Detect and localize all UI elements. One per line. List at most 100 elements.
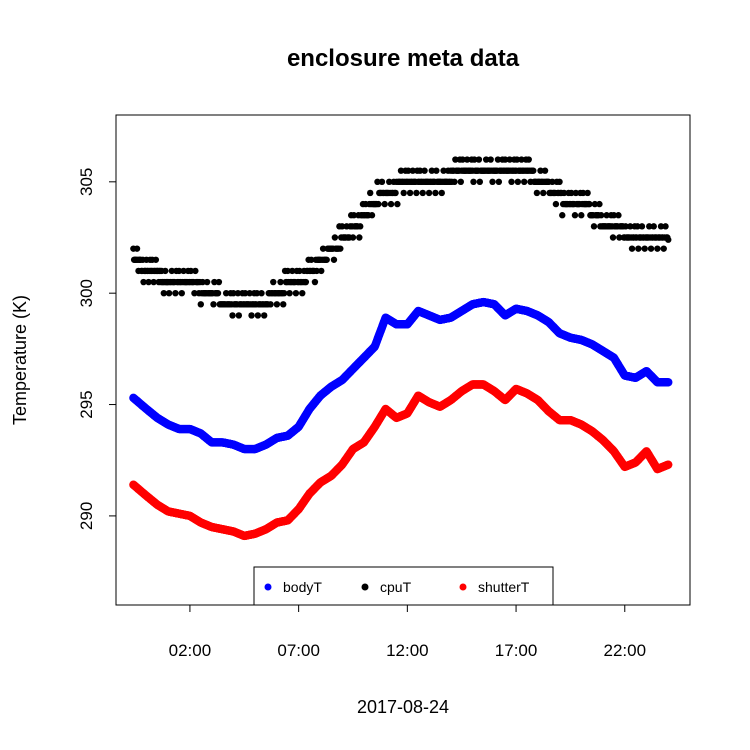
data-point bbox=[330, 256, 338, 263]
data-point bbox=[357, 223, 364, 230]
data-point bbox=[178, 289, 185, 297]
data-point bbox=[610, 212, 618, 219]
data-point bbox=[199, 278, 206, 286]
data-point bbox=[235, 312, 243, 319]
data-point bbox=[416, 167, 424, 174]
data-point bbox=[413, 189, 420, 197]
data-point bbox=[428, 167, 436, 174]
data-point bbox=[191, 289, 198, 297]
data-point bbox=[222, 289, 230, 297]
data-point bbox=[421, 167, 428, 174]
data-point bbox=[571, 212, 579, 219]
data-point bbox=[180, 267, 187, 275]
series-cpuT bbox=[130, 156, 672, 319]
data-point bbox=[289, 267, 296, 275]
data-point bbox=[280, 289, 288, 297]
data-point bbox=[168, 267, 176, 275]
data-point bbox=[560, 189, 568, 197]
data-point bbox=[280, 301, 287, 308]
data-point bbox=[277, 278, 284, 286]
data-point bbox=[308, 256, 315, 263]
data-point bbox=[254, 312, 262, 319]
data-point bbox=[549, 178, 556, 186]
data-point bbox=[425, 189, 433, 197]
data-point bbox=[494, 156, 502, 163]
data-point bbox=[302, 278, 310, 286]
data-point bbox=[521, 178, 528, 186]
data-point bbox=[378, 178, 386, 186]
data-point bbox=[284, 267, 291, 275]
data-point bbox=[482, 156, 490, 163]
data-point bbox=[192, 267, 199, 275]
data-point bbox=[650, 223, 657, 230]
data-point bbox=[349, 234, 357, 241]
x-tick-label: 22:00 bbox=[603, 641, 646, 660]
data-point bbox=[299, 289, 306, 297]
data-point bbox=[628, 245, 636, 252]
data-point bbox=[513, 156, 521, 163]
data-point bbox=[356, 234, 363, 241]
data-point bbox=[292, 289, 300, 297]
data-point bbox=[568, 189, 575, 197]
data-point bbox=[537, 167, 544, 174]
data-point bbox=[664, 378, 673, 387]
data-point bbox=[331, 234, 339, 241]
plot-frame bbox=[115, 114, 691, 606]
data-point bbox=[386, 178, 393, 186]
data-point bbox=[525, 156, 532, 163]
data-point bbox=[635, 245, 642, 252]
data-point bbox=[495, 178, 503, 186]
data-point bbox=[433, 167, 440, 174]
data-point bbox=[241, 289, 249, 297]
data-point bbox=[579, 189, 587, 197]
data-point bbox=[471, 156, 478, 163]
data-point bbox=[459, 156, 466, 163]
y-tick-label: 305 bbox=[77, 168, 96, 196]
data-point bbox=[246, 289, 253, 297]
data-point bbox=[214, 289, 222, 297]
data-point bbox=[598, 212, 605, 219]
data-point bbox=[392, 189, 399, 197]
data-point bbox=[406, 189, 414, 197]
data-point bbox=[368, 212, 376, 219]
legend: bodyT cpuT shutterT bbox=[253, 566, 554, 606]
data-point bbox=[664, 460, 673, 469]
data-point bbox=[311, 278, 319, 286]
data-point bbox=[261, 312, 268, 319]
data-point bbox=[381, 200, 388, 208]
axes: 02:00 07:00 12:00 17:00 22:00 290 295 300 305 bbox=[77, 168, 646, 660]
data-point bbox=[210, 301, 217, 308]
data-point bbox=[463, 156, 471, 163]
data-point bbox=[616, 234, 623, 241]
data-point bbox=[556, 178, 563, 186]
data-point bbox=[203, 278, 211, 286]
data-point bbox=[638, 223, 646, 230]
data-point bbox=[489, 178, 496, 186]
y-axis-label: Temperature (K) bbox=[10, 295, 30, 425]
data-point bbox=[657, 223, 665, 230]
legend-label-bodyT: bodyT bbox=[283, 579, 322, 595]
data-point bbox=[367, 189, 374, 197]
data-point bbox=[152, 256, 160, 263]
data-point bbox=[215, 278, 223, 286]
data-point bbox=[145, 278, 152, 286]
data-point bbox=[440, 167, 447, 174]
data-point bbox=[133, 245, 141, 252]
y-tick-label: 295 bbox=[77, 390, 96, 418]
data-point bbox=[409, 167, 416, 174]
data-point bbox=[337, 245, 344, 252]
data-point bbox=[647, 245, 655, 252]
series-bodyT bbox=[129, 297, 673, 454]
x-axis-label: 2017-08-24 bbox=[357, 697, 449, 717]
data-point bbox=[187, 267, 195, 275]
data-point bbox=[162, 267, 169, 275]
data-point bbox=[175, 267, 183, 275]
data-point bbox=[487, 156, 494, 163]
data-point bbox=[248, 312, 255, 319]
data-point bbox=[338, 223, 346, 230]
data-points bbox=[129, 156, 673, 541]
data-point bbox=[323, 256, 330, 263]
data-point bbox=[559, 212, 566, 219]
data-point bbox=[197, 301, 204, 308]
